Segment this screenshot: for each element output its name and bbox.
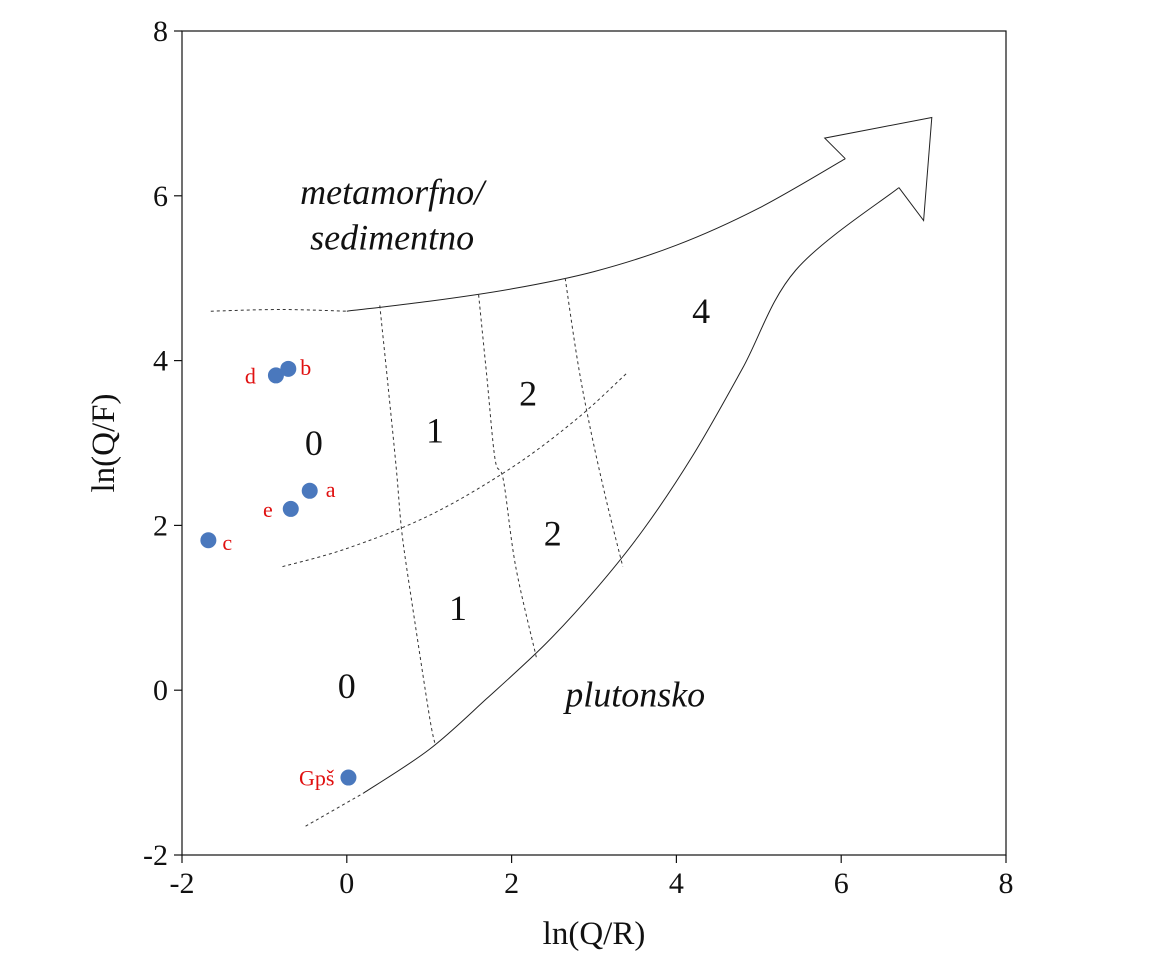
y-tick-label: 4 xyxy=(153,345,168,378)
y-tick-label: 0 xyxy=(153,674,168,707)
separator-1-dashed xyxy=(379,305,436,744)
zone-label: 1 xyxy=(426,411,444,451)
upper-edge-dashed xyxy=(210,308,347,312)
zone-label: 2 xyxy=(544,514,562,554)
x-tick-label: 6 xyxy=(834,867,849,900)
region-label-plutonsko: plutonsko xyxy=(562,675,705,715)
data-point-c xyxy=(200,532,217,549)
lower-edge-dashed xyxy=(305,792,364,827)
point-label: b xyxy=(300,355,311,380)
x-tick-label: 4 xyxy=(669,867,684,900)
y-tick-label: -2 xyxy=(143,839,168,872)
zone-label: 0 xyxy=(338,666,356,706)
zone-label: 0 xyxy=(305,423,323,463)
x-tick-label: -2 xyxy=(170,867,195,900)
point-label: e xyxy=(263,497,273,522)
zone-label: 4 xyxy=(692,291,710,331)
separator-2-dashed xyxy=(478,294,537,658)
classification-boundaries xyxy=(210,116,933,827)
axes: -2 0 2 4 6 8 -2 0 2 4 6 8 xyxy=(143,15,1014,900)
x-tick-label: 8 xyxy=(999,867,1014,900)
x-tick-label: 2 xyxy=(504,867,519,900)
data-point-b xyxy=(280,360,297,377)
point-label: c xyxy=(222,530,232,555)
y-tick-label: 8 xyxy=(153,15,168,48)
x-axis-label: ln(Q/R) xyxy=(543,916,646,952)
lower-arrow-edge xyxy=(363,187,900,794)
zone-label: 2 xyxy=(519,374,537,414)
upper-arrow-edge xyxy=(346,158,846,312)
arrow-head xyxy=(823,116,933,222)
y-tick-label: 2 xyxy=(153,509,168,542)
data-point-e xyxy=(282,500,299,517)
data-point-d xyxy=(267,367,284,384)
point-label: Gpš xyxy=(299,766,334,791)
zone-labels: 0 1 2 4 2 1 0 xyxy=(305,291,710,706)
region-labels: metamorfno/sedimentno plutonsko xyxy=(300,172,705,715)
plot-frame xyxy=(181,30,1007,856)
y-axis-label: ln(Q/F) xyxy=(86,394,122,493)
data-points: d b a e c Gpš xyxy=(200,355,357,791)
region-label-sedimentno: sedimentno xyxy=(310,217,474,257)
zone-label: 1 xyxy=(449,588,467,628)
x-tick-label: 0 xyxy=(339,867,354,900)
point-label: d xyxy=(245,363,256,388)
separator-3-dashed xyxy=(564,278,624,567)
mid-curve-dashed xyxy=(282,372,628,568)
data-point-a xyxy=(301,482,318,499)
region-label-metamorfno: metamorfno/ xyxy=(300,172,487,212)
point-label: a xyxy=(326,477,336,502)
y-tick-label: 6 xyxy=(153,180,168,213)
data-point-gps xyxy=(340,769,357,786)
